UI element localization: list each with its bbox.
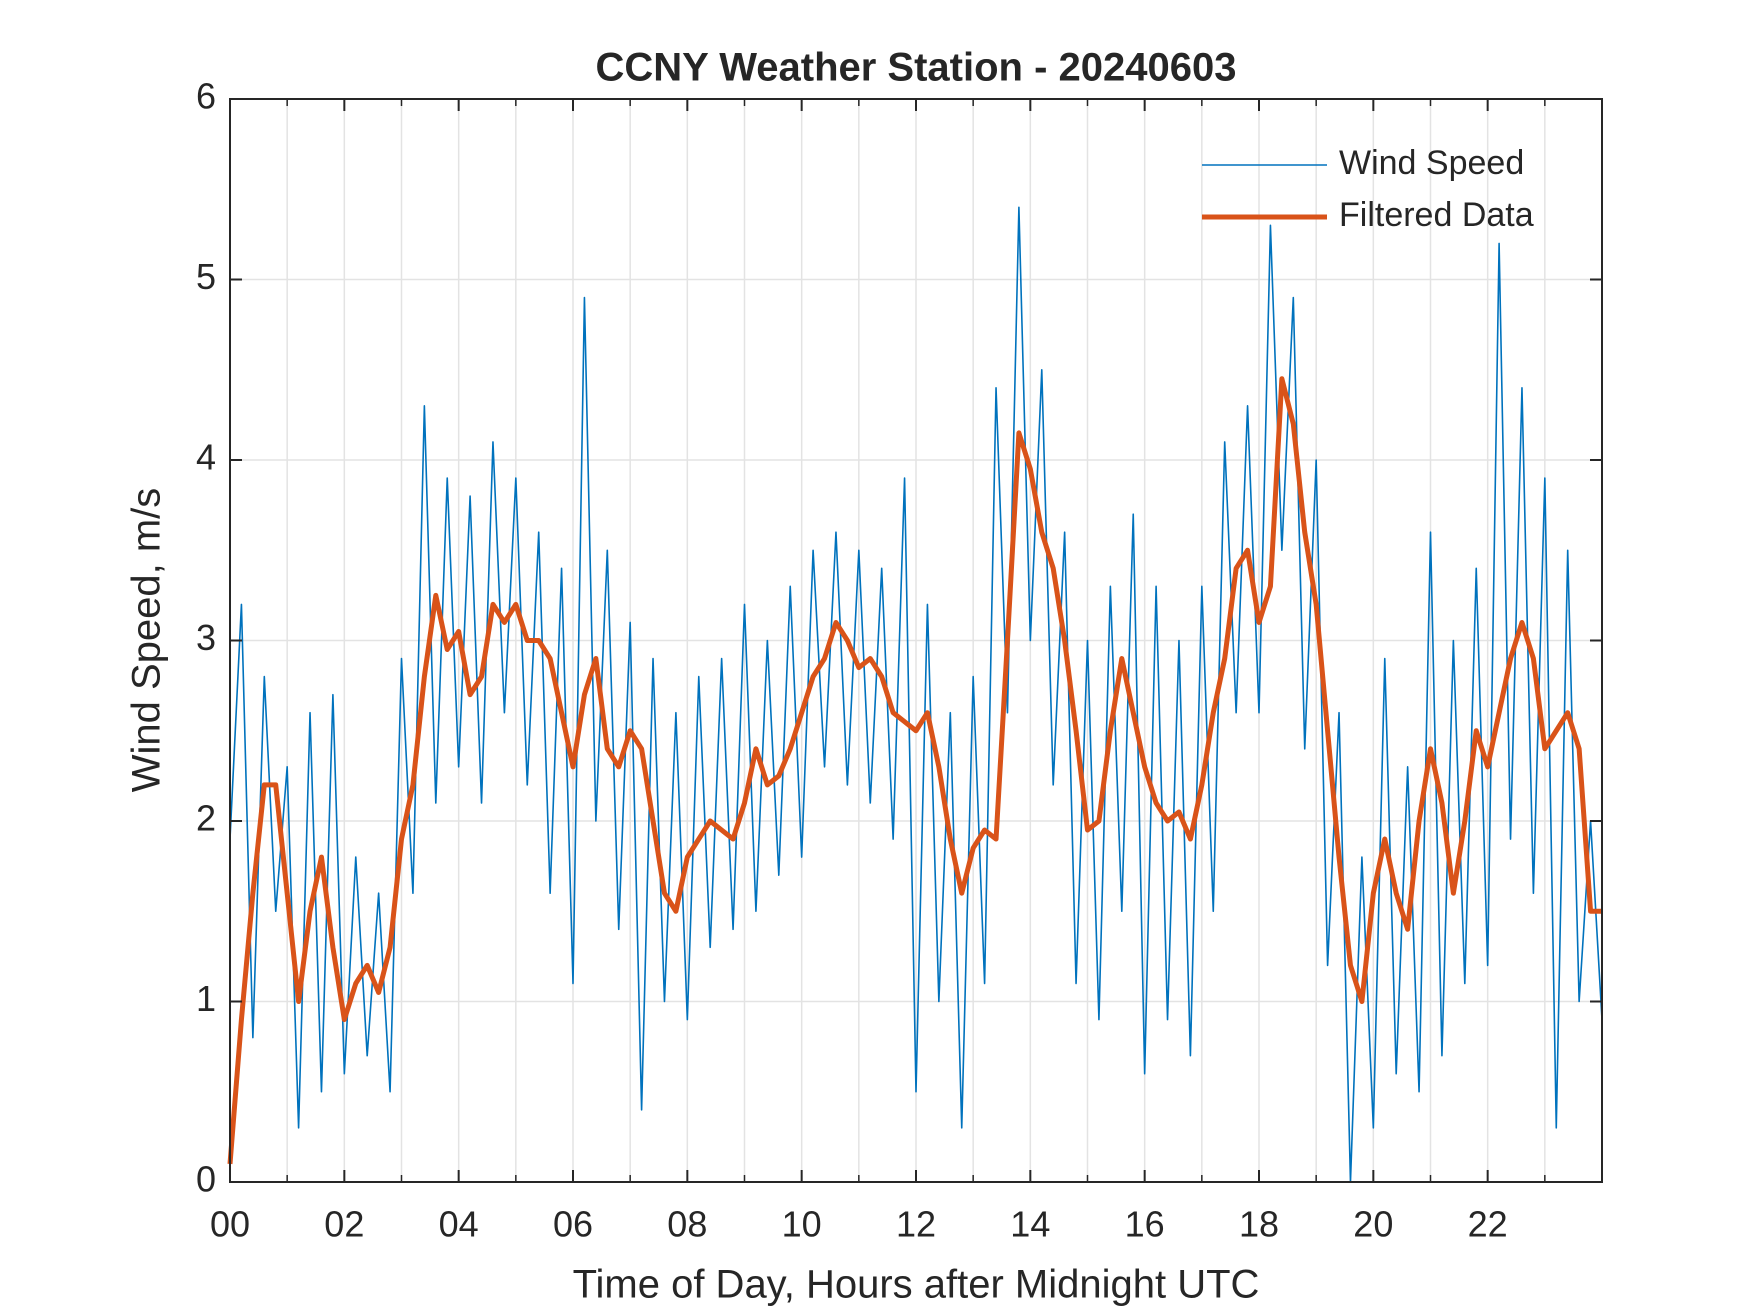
x-tick-label: 06 (553, 1204, 593, 1245)
x-tick-label: 02 (324, 1204, 364, 1245)
y-tick-label: 5 (196, 256, 216, 297)
y-tick-label: 2 (196, 798, 216, 839)
data-line (227, 376, 1602, 1165)
x-tick-label: 16 (1125, 1204, 1165, 1245)
y-tick-label: 3 (196, 617, 216, 658)
y-tick-label: 6 (196, 76, 216, 117)
chart-title: CCNY Weather Station - 20240603 (596, 46, 1237, 90)
x-tick-label: 10 (782, 1204, 822, 1245)
y-axis-label: Wind Speed, m/s (125, 488, 169, 793)
y-tick-label: 1 (196, 978, 216, 1019)
legend-label: Filtered Data (1339, 196, 1534, 234)
x-tick-label: 12 (896, 1204, 936, 1245)
x-tick-label: 00 (210, 1204, 250, 1245)
y-tick-label: 0 (196, 1159, 216, 1200)
x-tick-label: 18 (1239, 1204, 1279, 1245)
data-line (229, 206, 1603, 1183)
x-tick-label: 22 (1468, 1204, 1508, 1245)
y-tick-label: 4 (196, 437, 216, 478)
x-tick-label: 14 (1010, 1204, 1050, 1245)
x-tick-label: 08 (667, 1204, 707, 1245)
x-tick-label: 20 (1353, 1204, 1393, 1245)
legend-label: Wind Speed (1339, 144, 1524, 182)
x-tick-label: 04 (439, 1204, 479, 1245)
x-axis-label: Time of Day, Hours after Midnight UTC (573, 1263, 1260, 1307)
